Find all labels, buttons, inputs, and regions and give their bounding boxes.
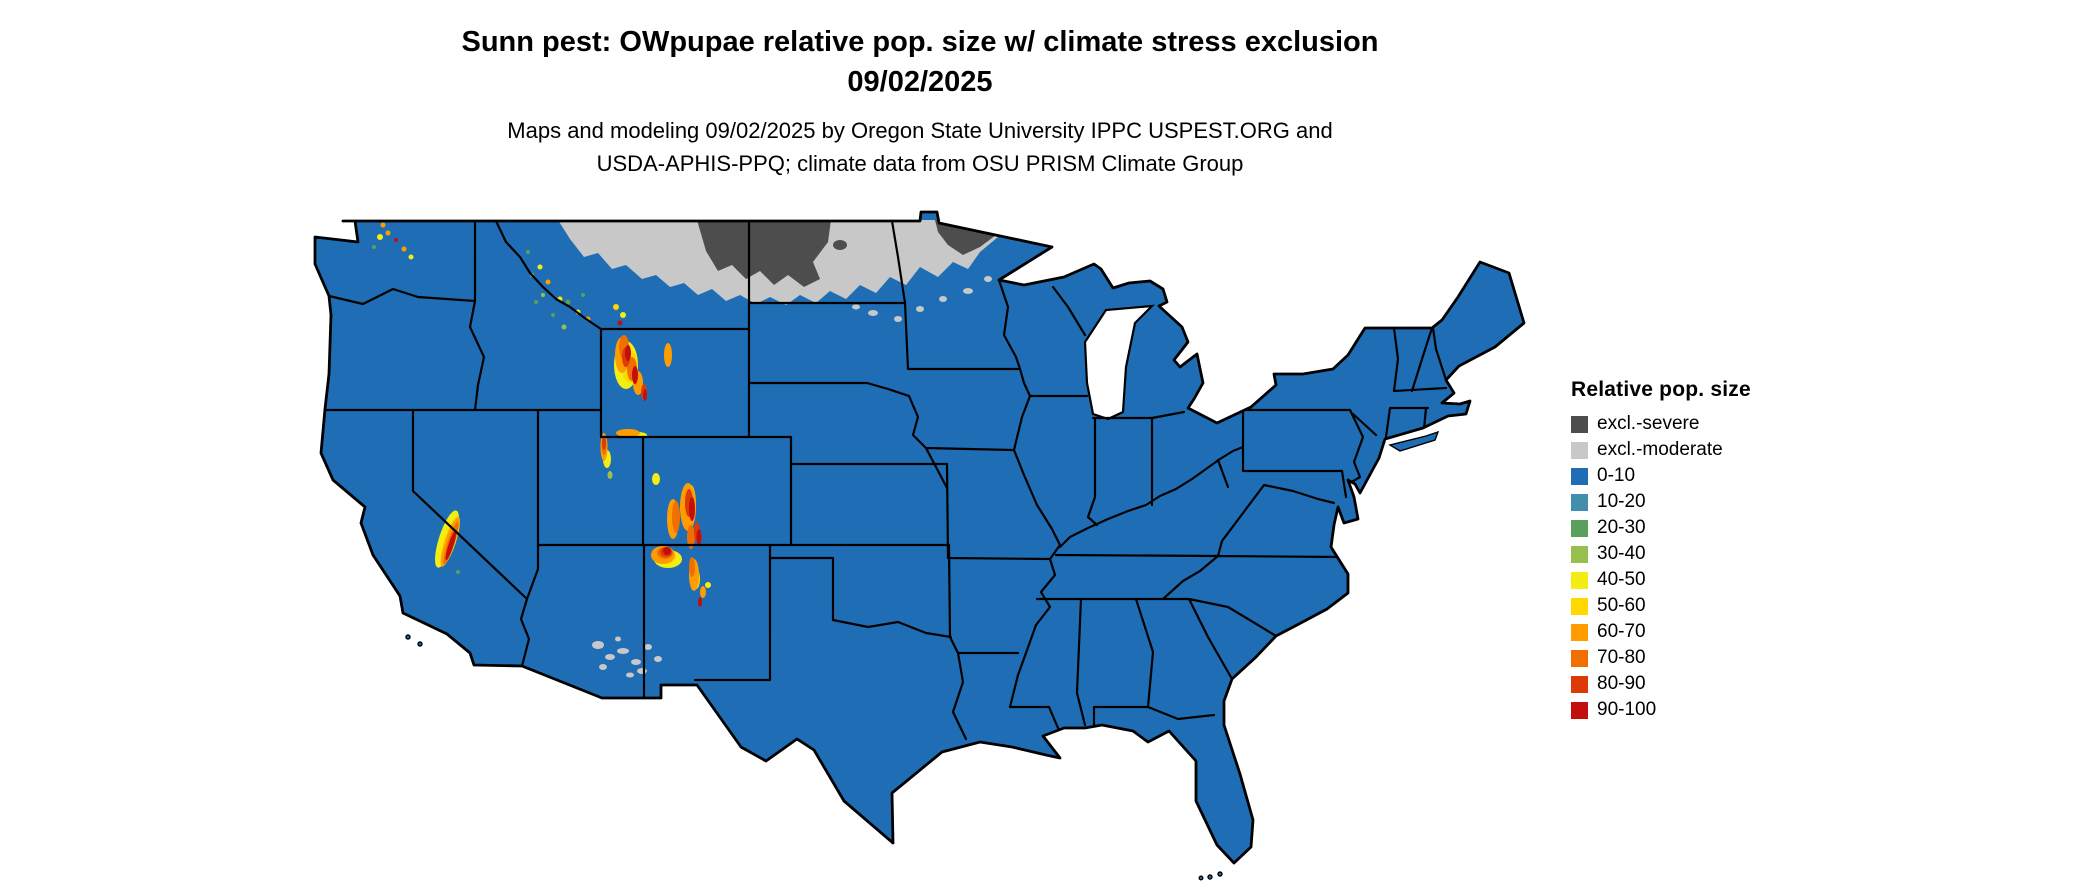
map-attribution: Maps and modeling 09/02/2025 by Oregon S… [0,114,1840,180]
map-attribution-line1: Maps and modeling 09/02/2025 by Oregon S… [507,118,1333,143]
legend-item: excl.-moderate [1571,437,1751,463]
legend-item: 30-40 [1571,541,1751,567]
lake-michigan [1083,304,1155,421]
legend-label: 0-10 [1597,465,1636,486]
legend-label: 70-80 [1597,647,1646,668]
islands [405,430,1440,881]
legend-swatch-70-80 [1571,649,1588,667]
hotspots-20-30 [372,245,585,574]
legend-item: 10-20 [1571,489,1751,515]
legend-label: 80-90 [1597,673,1646,694]
legend-item: 60-70 [1571,619,1751,645]
legend-swatch-40-50 [1571,571,1588,589]
legend-swatch-10-20 [1571,493,1588,511]
state-borders [323,219,1448,741]
legend-swatch-excl-moderate [1571,441,1588,459]
florida-keys [1207,874,1213,880]
legend-item: 90-100 [1571,697,1751,723]
channel-islands [405,634,411,640]
legend-label: 90-100 [1597,699,1657,720]
legend-label: 60-70 [1597,621,1646,642]
legend-label: 40-50 [1597,569,1646,590]
legend-swatch-30-40 [1571,545,1588,563]
legend-swatch-60-70 [1571,623,1588,641]
hotspot-clusters [372,222,711,607]
channel-islands [417,641,423,647]
legend-label: excl.-moderate [1597,439,1723,460]
legend-swatch-excl-severe [1571,415,1588,433]
legend-label: 30-40 [1597,543,1646,564]
legend-swatch-20-30 [1571,519,1588,537]
legend-item: excl.-severe [1571,411,1751,437]
legend-title: Relative pop. size [1571,378,1751,401]
legend: Relative pop. size excl.-severe excl.-mo… [1571,378,1751,723]
legend-label: 20-30 [1597,517,1646,538]
map-attribution-line2: USDA-APHIS-PPQ; climate data from OSU PR… [596,151,1244,176]
figure-header: Sunn pest: OWpupae relative pop. size w/… [0,22,1840,180]
legend-item: 0-10 [1571,463,1751,489]
us-choropleth-map [313,210,1526,881]
legend-label: 50-60 [1597,595,1646,616]
map-title-line1: Sunn pest: OWpupae relative pop. size w/… [461,26,1379,58]
legend-label: excl.-severe [1597,413,1700,434]
legend-swatch-50-60 [1571,597,1588,615]
legend-item: 50-60 [1571,593,1751,619]
map-title-line2: 09/02/2025 [847,66,993,98]
long-island [1388,430,1440,452]
hotspots-90-100 [394,238,702,607]
legend-label: 10-20 [1597,491,1646,512]
legend-item: 80-90 [1571,671,1751,697]
florida-keys [1198,875,1204,881]
legend-swatch-80-90 [1571,675,1588,693]
legend-swatch-90-100 [1571,701,1588,719]
florida-keys [1217,871,1223,877]
legend-item: 40-50 [1571,567,1751,593]
legend-item: 70-80 [1571,645,1751,671]
legend-swatch-0-10 [1571,467,1588,485]
national-outline [313,210,1526,865]
legend-item: 20-30 [1571,515,1751,541]
